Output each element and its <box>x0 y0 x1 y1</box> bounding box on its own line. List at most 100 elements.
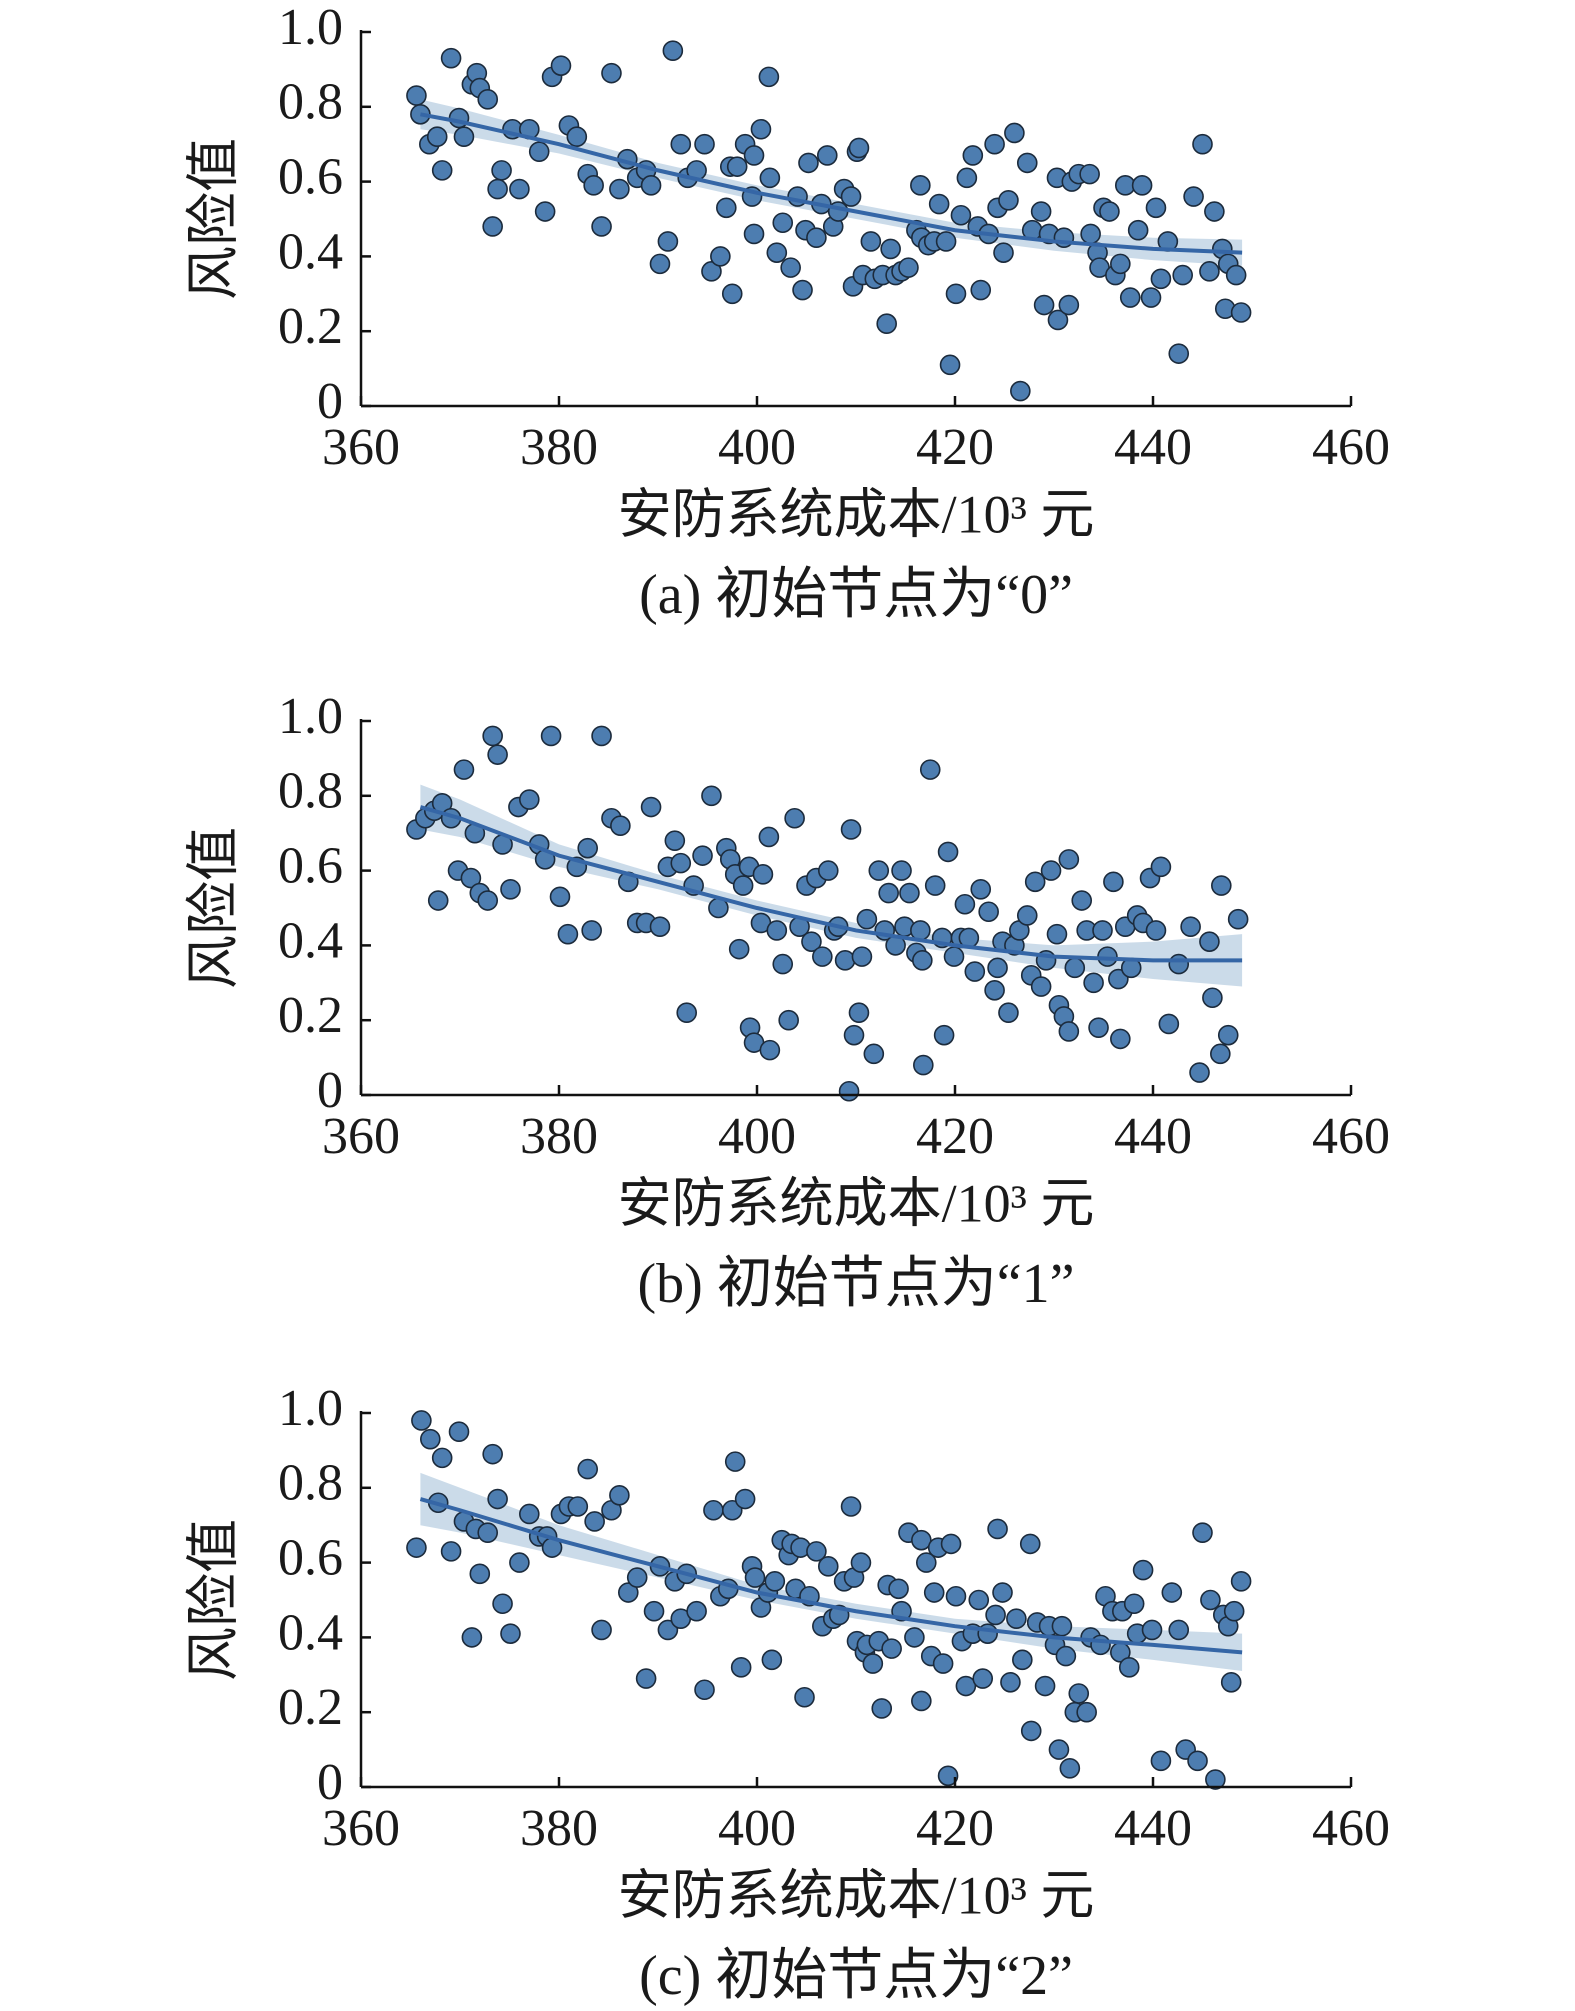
x-axis-label: 安防系统成本/10³ 元 <box>618 1173 1095 1233</box>
point <box>491 160 512 181</box>
point <box>1048 1739 1070 1760</box>
point <box>766 920 788 941</box>
point <box>912 950 933 971</box>
y-tick-label: 0.6 <box>278 1530 343 1587</box>
point <box>972 1668 994 1689</box>
point <box>509 178 530 200</box>
point <box>492 1593 513 1615</box>
point <box>856 908 878 930</box>
point <box>500 878 521 900</box>
point <box>752 864 774 885</box>
point <box>1141 1619 1163 1641</box>
point <box>1083 972 1104 994</box>
point <box>933 1024 955 1046</box>
fit-line <box>420 112 1243 255</box>
x-tick-label: 420 <box>916 1108 994 1165</box>
x-tick-label: 360 <box>322 419 400 476</box>
point <box>1172 264 1193 286</box>
point <box>453 759 475 780</box>
point <box>591 725 612 747</box>
point <box>676 1002 698 1024</box>
point <box>734 1488 756 1510</box>
point <box>657 231 679 252</box>
y-axis-label: 风险值 <box>183 1519 243 1681</box>
point <box>919 759 941 780</box>
x-tick-label: 400 <box>718 1800 796 1857</box>
point <box>880 238 901 260</box>
point <box>984 133 1005 155</box>
point <box>1204 201 1225 222</box>
point <box>848 1002 870 1024</box>
point <box>1004 122 1025 144</box>
point <box>591 1619 612 1641</box>
point <box>840 186 862 207</box>
point <box>1183 186 1204 207</box>
point <box>964 961 986 982</box>
point <box>876 313 897 335</box>
point <box>710 246 731 267</box>
point <box>817 860 839 881</box>
y-tick-label: 0 <box>317 1062 343 1119</box>
point <box>670 852 692 874</box>
point <box>1187 1750 1208 1772</box>
point <box>1131 175 1153 196</box>
point <box>1064 957 1086 979</box>
point <box>911 1529 932 1551</box>
point <box>851 946 873 967</box>
y-tick-label: 0.2 <box>278 298 343 355</box>
point <box>1161 1582 1183 1603</box>
point <box>591 216 612 237</box>
point <box>801 931 822 952</box>
y-axis-label: 风险值 <box>183 138 243 300</box>
point <box>968 1589 990 1611</box>
point <box>1030 976 1052 997</box>
point <box>518 1503 540 1525</box>
point <box>649 916 671 938</box>
point <box>758 826 780 848</box>
point <box>954 893 976 915</box>
point <box>848 137 870 159</box>
point <box>406 85 427 106</box>
point <box>640 175 662 196</box>
point <box>860 231 882 252</box>
point <box>701 261 722 282</box>
point <box>915 1552 937 1573</box>
point <box>635 1668 657 1689</box>
point <box>923 1582 945 1603</box>
point <box>703 1499 724 1521</box>
caption: (c) 初始节点为“2” <box>639 1945 1073 2007</box>
point <box>518 789 540 810</box>
point <box>772 953 794 975</box>
point <box>1024 871 1046 893</box>
point <box>1200 1589 1221 1611</box>
point <box>500 1623 521 1644</box>
y-tick-label: 0.2 <box>278 987 343 1044</box>
point <box>1088 1017 1109 1038</box>
confidence-band <box>420 1472 1243 1672</box>
point <box>780 257 801 278</box>
point <box>1040 860 1062 881</box>
point <box>1068 1683 1090 1704</box>
point <box>843 1024 865 1046</box>
point <box>764 1571 786 1592</box>
y-tick-label: 0 <box>317 1754 343 1811</box>
point <box>834 950 856 971</box>
point <box>1047 309 1069 331</box>
point <box>812 946 833 967</box>
point <box>732 875 754 896</box>
point <box>1092 920 1113 941</box>
point <box>956 167 978 189</box>
x-tick-label: 380 <box>520 419 598 476</box>
point <box>910 920 931 941</box>
point <box>1168 1619 1190 1641</box>
point <box>977 1623 998 1644</box>
point <box>759 1039 781 1061</box>
point <box>701 785 722 807</box>
point <box>534 201 556 222</box>
point <box>937 1765 959 1787</box>
point <box>863 1043 885 1065</box>
point <box>1058 294 1080 316</box>
point <box>1119 287 1141 308</box>
point <box>940 1533 962 1555</box>
point <box>778 1009 799 1031</box>
